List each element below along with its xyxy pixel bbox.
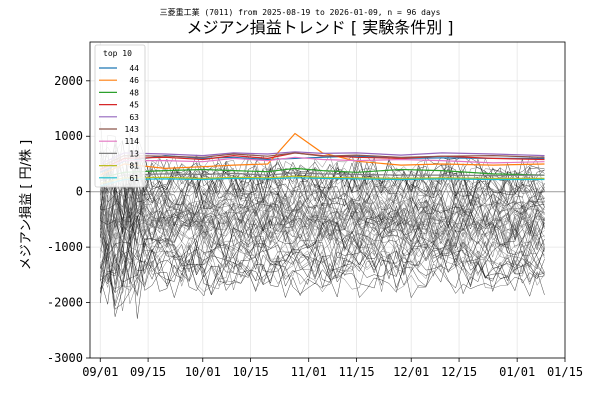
y-tick-label: 2000 [54,74,83,88]
legend-title: top 10 [103,49,132,58]
background-line [100,207,545,282]
series-line-46 [100,132,545,176]
background-line [100,190,545,252]
background-line [100,180,545,251]
legend-label: 46 [129,76,139,85]
y-tick-label: 1000 [54,129,83,143]
series-lines [100,132,545,187]
background-line [100,190,545,253]
chart-title: メジアン損益トレンド [ 実験条件別 ] [186,18,453,37]
background-line [100,218,545,289]
background-line [100,233,545,319]
background-line [100,211,545,294]
background-line [100,215,545,285]
x-tick-label: 12/01 [393,365,429,379]
x-tick-label: 01/15 [547,365,583,379]
x-tick-label: 10/01 [185,365,221,379]
background-line [100,135,545,244]
series-line-48 [100,167,545,179]
background-line [100,221,545,287]
background-line [100,139,545,222]
legend-label: 81 [129,162,139,171]
background-line [100,251,545,303]
x-tick-label: 10/15 [233,365,269,379]
series-line-81 [100,175,545,184]
legend-label: 114 [125,137,140,146]
series-line-13 [100,172,545,182]
background-line [100,162,545,226]
background-line [100,189,545,269]
background-line [100,168,545,257]
series-line-63 [100,151,545,165]
background-line [100,205,545,280]
x-tick-label: 01/01 [499,365,535,379]
background-series-lines [100,121,545,319]
legend-label: 63 [129,113,139,122]
series-line-143 [100,152,545,168]
y-tick-label: 0 [76,185,83,199]
y-tick-label: -2000 [47,296,83,310]
x-tick-label: 11/15 [338,365,374,379]
x-tick-label: 09/15 [130,365,166,379]
legend-label: 143 [125,125,140,134]
background-line [100,251,545,310]
background-line [100,226,545,294]
legend: top 10 44 46 48 45 63 143 114 13 81 61 [94,44,146,188]
x-tick-label: 09/01 [82,365,118,379]
legend-label: 13 [129,149,139,158]
background-line [100,203,545,290]
chart-subtitle: 三菱重工業 (7011) from 2025-08-19 to 2026-01-… [160,7,441,17]
background-line [100,220,545,294]
y-tick-label: -3000 [47,351,83,365]
x-tick-label: 12/15 [441,365,477,379]
plot-frame [89,41,566,359]
background-line [100,214,545,304]
background-line [100,155,545,234]
background-line [100,160,545,203]
series-line-61 [100,177,545,187]
background-line [100,121,545,203]
legend-label: 61 [129,174,139,183]
legend-label: 44 [129,64,139,73]
background-line [100,247,545,311]
background-line [100,173,545,264]
legend-label: 48 [129,88,139,97]
background-line [100,185,545,251]
series-line-114 [100,156,545,172]
background-line [100,178,545,241]
background-line [100,165,545,232]
background-line [100,249,545,299]
background-line [100,161,545,258]
legend-label: 45 [129,101,139,110]
background-line [100,167,545,221]
y-axis-label: メジアン損益 [ 円/株 ] [19,140,34,270]
y-tick-label: -1000 [47,240,83,254]
x-tick-label: 11/01 [291,365,327,379]
background-line [100,192,545,244]
